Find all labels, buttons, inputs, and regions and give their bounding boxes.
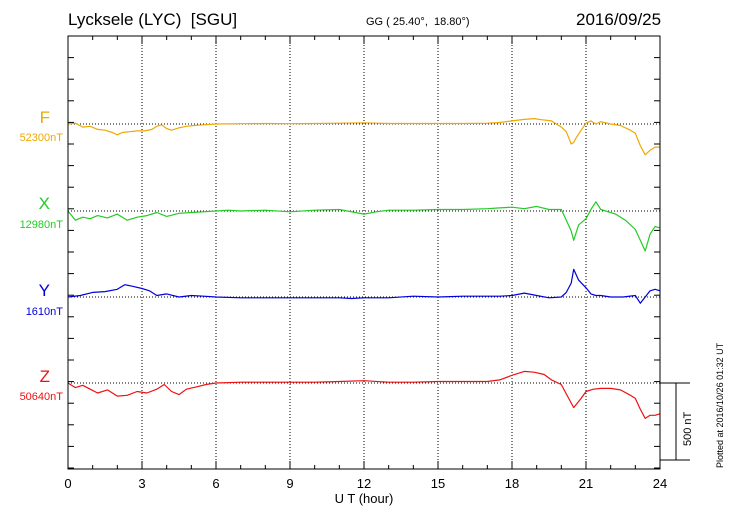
series-line-x [67,201,661,252]
axes: 0 3 6 9 12 15 18 21 24 U T (hour) [64,35,690,506]
baseline-label-z: 50640nT [19,391,63,403]
x-tick-label: 24 [653,476,667,491]
traces [67,117,661,419]
baseline-label-x: 12980nT [19,219,63,231]
series-line-y [67,268,661,304]
x-tick-label: 0 [64,476,71,491]
series-line-f [67,117,660,156]
x-tick-label: 18 [505,476,519,491]
x-tick-label: 15 [431,476,445,491]
geographic-coordinates: GG ( 25.40°, 18.80°) [366,16,470,28]
x-tick-label: 9 [286,476,293,491]
x-tick-label: 3 [138,476,145,491]
series-line-z [67,370,661,419]
series-label-y: Y [38,281,50,300]
grid [68,36,660,469]
baseline-label-f: 52300nT [19,132,63,144]
series-label-x: X [38,194,50,213]
x-axis-label: U T (hour) [335,491,394,506]
series-label-z: Z [39,367,50,386]
date-label: 2016/09/25 [576,10,662,29]
x-tick-label: 21 [579,476,593,491]
x-tick-label: 12 [357,476,371,491]
station-title: Lycksele (LYC) [SGU] [68,10,238,29]
series-label-f: F [39,108,50,127]
x-tick-label: 6 [212,476,219,491]
baseline-label-y: 1610nT [25,306,63,318]
